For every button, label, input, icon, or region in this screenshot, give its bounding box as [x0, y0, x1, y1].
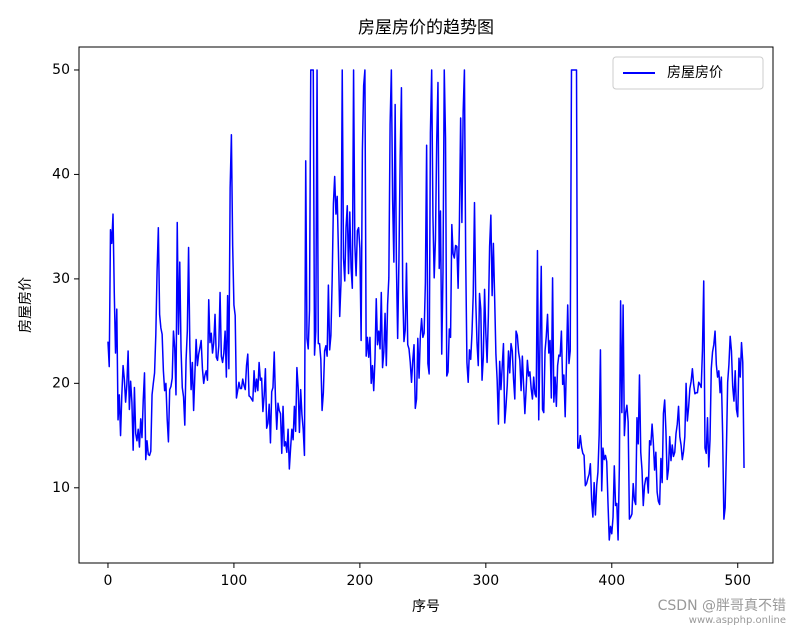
x-tick-label: 500 [724, 573, 751, 589]
y-tick-label: 40 [52, 166, 70, 182]
chart-title: 房屋房价的趋势图 [358, 18, 494, 38]
watermark: CSDN @胖哥真不错 [658, 598, 786, 614]
y-tick-label: 10 [52, 480, 70, 496]
x-tick-label: 100 [221, 573, 248, 589]
legend-box [612, 56, 764, 90]
x-tick-label: 200 [347, 573, 374, 589]
x-tick-label: 300 [472, 573, 499, 589]
x-tick-label: 400 [598, 573, 625, 589]
data-line [107, 69, 745, 541]
x-tick-label: 0 [104, 573, 113, 589]
y-tick-label: 50 [52, 62, 70, 78]
y-tick-label: 20 [52, 375, 70, 391]
y-axis-label: 房屋房价 [18, 277, 34, 333]
x-axis-label: 序号 [412, 599, 440, 615]
plot-frame [78, 46, 774, 564]
y-tick-label: 30 [52, 271, 70, 287]
watermark-site: www.aspphp.online [689, 615, 786, 626]
legend-label: 房屋房价 [667, 65, 723, 81]
